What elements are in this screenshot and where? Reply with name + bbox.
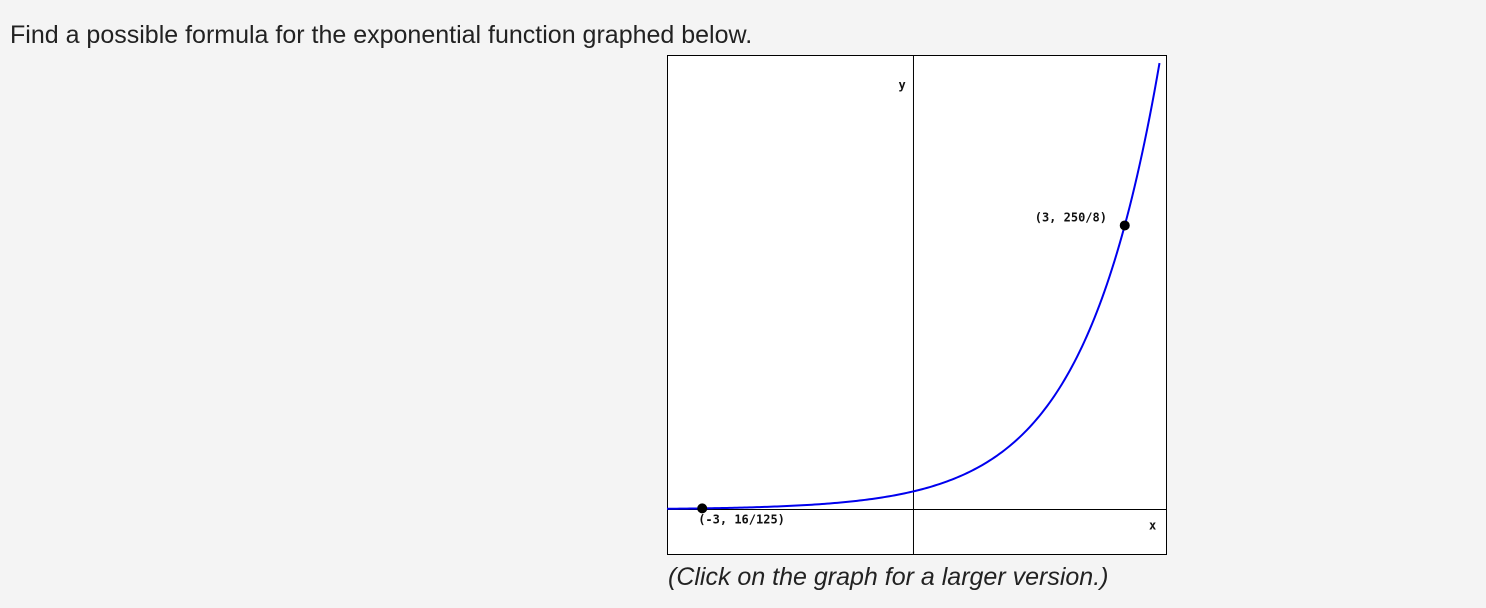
exponential-graph[interactable]: y x (-3, 16/125) (3, 250/8) (667, 55, 1167, 555)
graph-caption[interactable]: (Click on the graph for a larger version… (668, 563, 1109, 591)
y-axis-label: y (898, 78, 905, 92)
graph-border (667, 55, 1167, 555)
point-label-left: (-3, 16/125) (698, 512, 785, 526)
x-axis-label: x (1149, 519, 1156, 533)
point-marker-right (1119, 220, 1130, 231)
point-label-right: (3, 250/8) (1035, 210, 1107, 224)
exponential-curve (667, 62, 1161, 510)
point-marker-left (697, 503, 708, 514)
graph-canvas: y x (-3, 16/125) (3, 250/8) (667, 55, 1167, 555)
question-text: Find a possible formula for the exponent… (10, 21, 753, 49)
